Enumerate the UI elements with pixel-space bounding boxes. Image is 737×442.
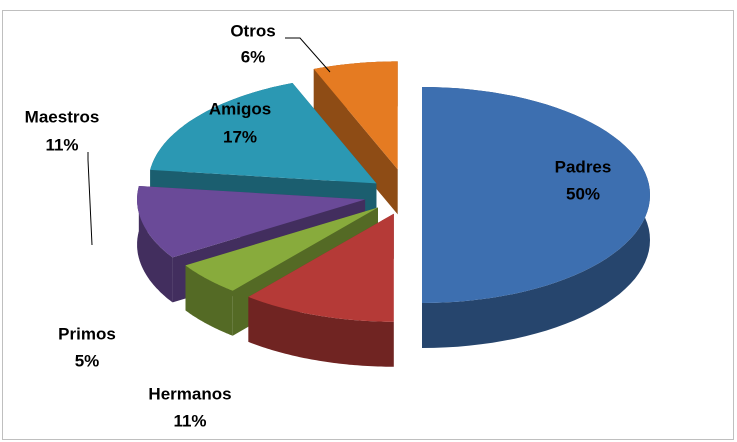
category-label: Hermanos	[148, 384, 231, 403]
slice	[185, 207, 378, 291]
slice	[137, 186, 366, 258]
slice	[150, 83, 377, 184]
slice	[248, 213, 394, 322]
slice	[422, 87, 650, 303]
value-label: 6%	[241, 47, 266, 66]
slice	[313, 61, 398, 170]
value-label: 50%	[566, 184, 600, 203]
leader-line	[285, 37, 331, 73]
category-label: Padres	[555, 157, 612, 176]
category-label: Maestros	[25, 107, 100, 126]
value-label: 5%	[75, 351, 100, 370]
value-label: 11%	[173, 411, 206, 430]
value-label: 17%	[223, 127, 257, 146]
slice-side	[185, 265, 233, 336]
category-label: Amigos	[209, 99, 271, 118]
slice-side	[248, 296, 394, 367]
leader-line	[87, 152, 93, 246]
pie	[137, 61, 650, 367]
value-label: 11%	[45, 135, 78, 154]
slice-side	[137, 186, 173, 303]
category-label: Otros	[230, 21, 275, 40]
labels: Padres 50% Hermanos 11% Primos 5% Maestros 11% A…	[25, 21, 612, 430]
category-label: Primos	[58, 324, 116, 343]
